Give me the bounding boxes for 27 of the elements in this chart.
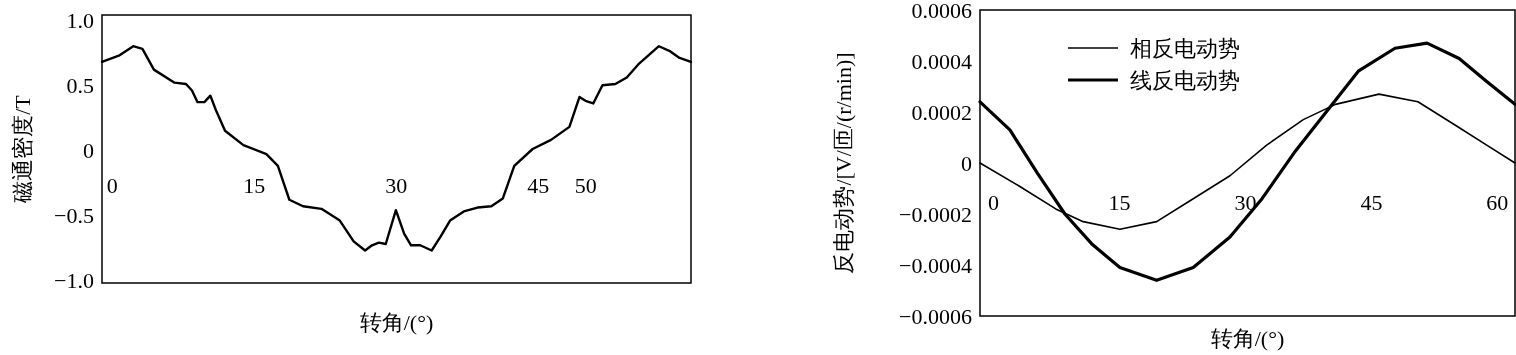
- x-tick-label: 45: [1360, 190, 1383, 216]
- legend-label: 相反电动势: [1130, 35, 1240, 61]
- y-tick-label: −1.0: [54, 267, 94, 293]
- y-tick-label: 0.0006: [911, 0, 972, 23]
- x-tick-label: 45: [527, 172, 550, 198]
- x-tick-label: 50: [574, 172, 597, 198]
- x-tick-label: 0: [987, 190, 999, 216]
- legend-label: 线反电动势: [1130, 67, 1240, 93]
- y-tick-label: 0.5: [66, 72, 94, 98]
- y-tick-label: 1.0: [66, 7, 94, 33]
- x-tick-label: 15: [243, 172, 266, 198]
- y-tick-label: 0.0004: [911, 48, 972, 74]
- x-tick-label: 60: [1486, 190, 1509, 216]
- y-tick-label: 0: [961, 150, 972, 176]
- y-axis-title: 磁通密度/T: [9, 94, 35, 204]
- y-tick-label: −0.5: [54, 202, 94, 228]
- y-axis-title: 反电动势/[V/匝/(r/min)]: [830, 52, 856, 274]
- x-axis-title: 转角/(°): [1210, 326, 1285, 351]
- y-tick-label: 0.0002: [911, 99, 972, 125]
- x-tick-label: 15: [1108, 190, 1131, 216]
- y-tick-label: 0: [83, 137, 94, 163]
- x-tick-label: 0: [106, 172, 118, 198]
- y-tick-label: −0.0002: [899, 201, 972, 227]
- y-tick-label: −0.0004: [899, 252, 972, 278]
- y-tick-label: −0.0006: [899, 303, 972, 329]
- x-tick-label: 30: [385, 172, 408, 198]
- x-axis-title: 转角/(°): [359, 310, 434, 335]
